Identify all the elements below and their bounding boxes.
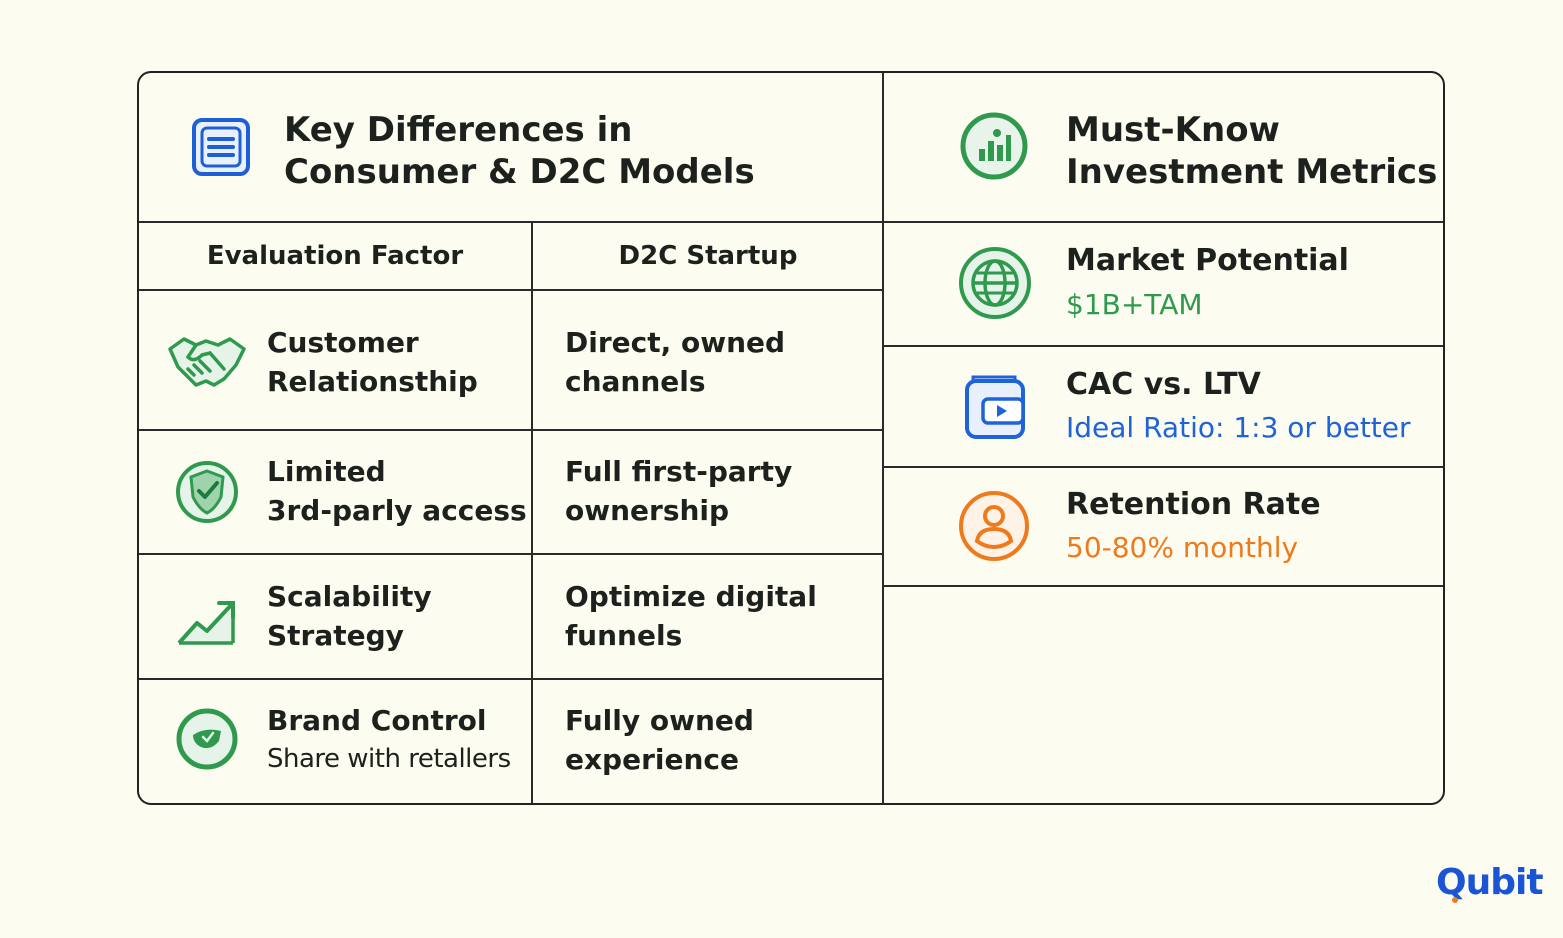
factor-cell: Brand Control Share with retallers <box>267 704 511 774</box>
factor-cell: Scalability Strategy <box>267 580 432 652</box>
shield-check-icon <box>176 461 238 523</box>
column-head-divider <box>139 289 883 291</box>
logo-accent-dot <box>1452 897 1458 903</box>
factor-cell: Limited 3rd-parly access <box>267 455 527 527</box>
row-divider <box>139 429 883 431</box>
d2c-cell: Direct, owned channels <box>565 326 786 398</box>
header-divider <box>139 221 1443 223</box>
d2c-cell: Full first-party ownership <box>565 455 793 527</box>
column-divider <box>531 221 533 803</box>
document-list-icon <box>192 118 250 176</box>
metric-value: Ideal Ratio: 1:3 or better <box>1066 411 1411 444</box>
globe-icon <box>959 247 1031 319</box>
metric-label: Retention Rate <box>1066 487 1321 522</box>
row-divider <box>139 553 883 555</box>
metric-divider <box>883 585 1443 587</box>
right-panel-title: Must-Know Investment Metrics <box>1066 110 1438 192</box>
metric-label: CAC vs. LTV <box>1066 367 1261 402</box>
bar-chart-circle-icon <box>960 112 1028 180</box>
d2c-cell: Fully owned experience <box>565 704 754 776</box>
metric-value: 50-80% monthly <box>1066 531 1299 564</box>
main-divider <box>882 73 884 803</box>
growth-chart-icon <box>177 601 235 645</box>
left-panel-title: Key Differences in Consumer & D2C Models <box>284 110 755 192</box>
factor-cell: Customer Relationsthip <box>267 326 478 398</box>
wallet-video-icon <box>965 375 1025 439</box>
metric-label: Market Potential <box>1066 243 1349 278</box>
user-circle-icon <box>959 491 1029 561</box>
handshake-icon <box>168 337 246 387</box>
brand-badge-icon <box>176 708 238 770</box>
comparison-card: Key Differences in Consumer & D2C Models… <box>137 71 1445 805</box>
row-divider <box>139 678 883 680</box>
column-header-factor: Evaluation Factor <box>206 241 464 271</box>
brand-logo: Qubit <box>1436 862 1544 903</box>
column-header-d2c: D2C Startup <box>618 241 798 271</box>
d2c-cell: Optimize digital funnels <box>565 580 817 652</box>
metric-value: $1B+TAM <box>1066 288 1203 321</box>
metric-divider <box>883 345 1443 347</box>
metric-divider <box>883 466 1443 468</box>
